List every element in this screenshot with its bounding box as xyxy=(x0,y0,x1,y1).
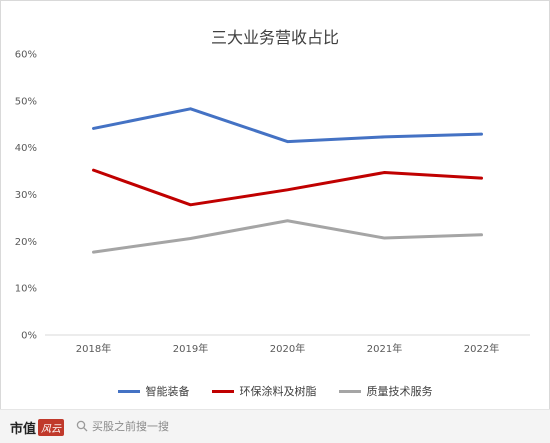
brand-text: 市值 xyxy=(10,421,37,437)
y-tick-label: 20% xyxy=(15,237,37,248)
series-line-1 xyxy=(92,168,483,207)
y-tick-label: 60% xyxy=(15,50,37,61)
y-axis: 0% 10% 20% 30% 40% 50% 60% xyxy=(15,50,37,342)
y-tick-label: 0% xyxy=(21,331,37,342)
legend: 智能装备 环保涂料及树脂 质量技术服务 xyxy=(0,383,550,399)
x-tick-label: 2019年 xyxy=(173,342,208,355)
legend-label-2: 质量技术服务 xyxy=(366,385,433,398)
series-lines xyxy=(92,107,483,254)
legend-item-1: 环保涂料及树脂 xyxy=(211,383,317,399)
legend-item-2: 质量技术服务 xyxy=(338,383,433,399)
legend-item-0: 智能装备 xyxy=(117,383,190,399)
brand-badge: 风云 xyxy=(38,418,65,436)
y-tick-label: 10% xyxy=(15,284,37,295)
x-tick-label: 2018年 xyxy=(76,342,111,355)
x-tick-label: 2022年 xyxy=(464,342,499,355)
legend-label-1: 环保涂料及树脂 xyxy=(239,385,317,398)
search-placeholder: 买股之前搜一搜 xyxy=(92,420,169,433)
series-line-2 xyxy=(92,219,483,254)
y-tick-label: 30% xyxy=(15,190,37,201)
legend-label-0: 智能装备 xyxy=(145,385,190,398)
brand-logo[interactable]: 市值 风云 xyxy=(10,418,65,437)
x-axis: 2018年 2019年 2020年 2021年 2022年 xyxy=(76,342,499,355)
chart-title: 三大业务营收占比 xyxy=(210,28,339,47)
legend-swatch-1 xyxy=(211,389,234,393)
y-tick-label: 50% xyxy=(15,96,37,107)
y-tick-label: 40% xyxy=(15,143,37,154)
search-box[interactable]: 买股之前搜一搜 xyxy=(76,417,226,435)
legend-swatch-2 xyxy=(338,389,361,393)
series-line-0 xyxy=(92,107,483,144)
footer-bar: 市值 风云 买股之前搜一搜 xyxy=(0,409,550,443)
search-icon xyxy=(76,420,88,432)
x-tick-label: 2021年 xyxy=(367,342,402,355)
legend-swatch-0 xyxy=(117,389,140,393)
x-tick-label: 2020年 xyxy=(270,342,305,355)
